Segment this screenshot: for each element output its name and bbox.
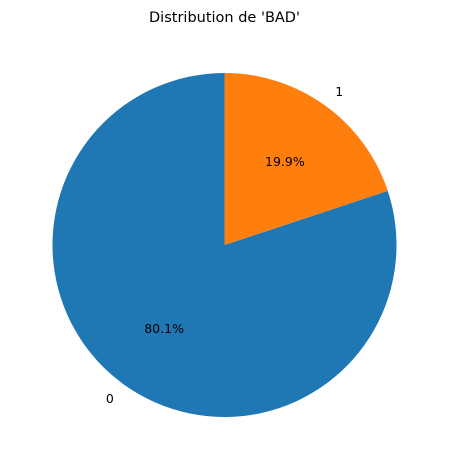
pie-percent-label-1: 19.9% (265, 154, 305, 169)
chart-title: Distribution de 'BAD' (149, 10, 300, 26)
pie-category-label-1: 1 (335, 84, 343, 99)
pie-percent-label-0: 80.1% (144, 321, 184, 336)
pie-labels: 80.1% 0 19.9% 1 (106, 84, 343, 406)
pie-slice-1 (224, 73, 388, 245)
pie-slices (52, 73, 397, 417)
pie-category-label-0: 0 (106, 391, 114, 406)
